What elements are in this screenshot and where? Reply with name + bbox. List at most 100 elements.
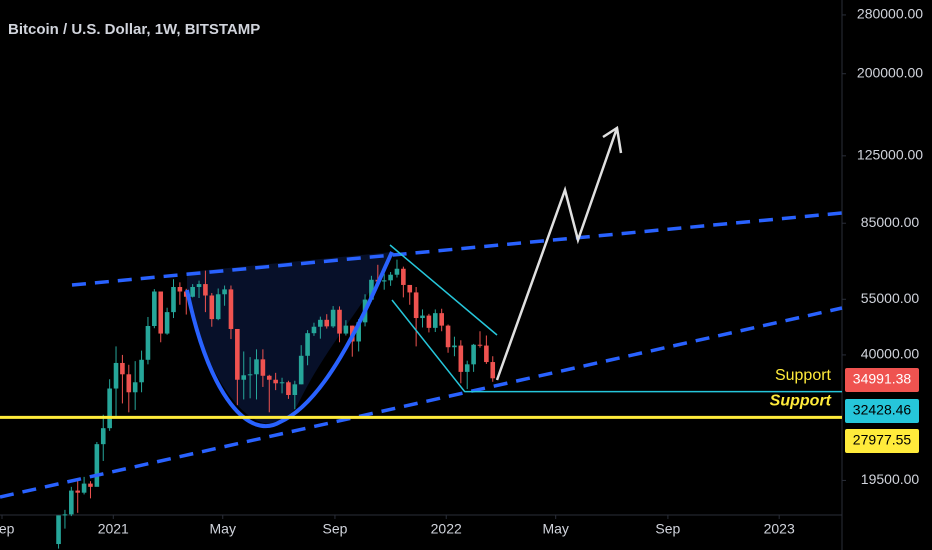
- candle-body: [107, 388, 112, 429]
- price-label-box: [845, 399, 919, 423]
- candle-body: [94, 444, 100, 487]
- candle-body: [388, 274, 393, 281]
- candle-body: [158, 291, 164, 334]
- candle-body: [228, 289, 234, 329]
- price-label: 27977.55: [853, 432, 912, 448]
- x-tick-label: 2021: [98, 521, 129, 537]
- price-label-box: [845, 429, 919, 453]
- cup-shading: [187, 252, 392, 424]
- candle-body: [190, 287, 195, 297]
- x-tick-label: 2023: [764, 521, 795, 537]
- candle-body: [126, 374, 132, 393]
- y-tick-label: 85000.00: [861, 214, 920, 230]
- x-tick-label: May: [542, 521, 568, 537]
- candle-body: [215, 294, 221, 320]
- candle-body: [305, 333, 310, 356]
- candle-body: [458, 345, 464, 372]
- channel-lower: [391, 299, 466, 393]
- candle-body: [413, 292, 419, 319]
- candle-body: [394, 268, 400, 275]
- candle-body: [113, 362, 119, 389]
- candle-body: [279, 382, 285, 384]
- y-tick-label: 55000.00: [861, 290, 920, 306]
- candle-body: [69, 490, 74, 515]
- candle-body: [490, 362, 496, 379]
- candles: [56, 259, 496, 549]
- x-tick-label: 2022: [431, 521, 462, 537]
- candle-body: [343, 325, 349, 334]
- candle-body: [273, 379, 278, 384]
- candle-body: [241, 375, 247, 380]
- candle-body: [152, 291, 157, 326]
- channel-upper: [389, 244, 498, 336]
- y-tick-label: 19500.00: [861, 471, 920, 487]
- y-tick-label: 280000.00: [857, 6, 923, 22]
- candle-body: [464, 364, 470, 372]
- y-tick-label: 125000.00: [857, 147, 923, 163]
- candle-body: [62, 514, 68, 516]
- candle-body: [209, 295, 215, 320]
- candle-body: [132, 382, 138, 393]
- x-tick-label: May: [210, 521, 236, 537]
- candle-body: [260, 359, 266, 376]
- candle-body: [369, 279, 374, 300]
- candle-body: [439, 313, 444, 326]
- candle-body: [420, 315, 425, 319]
- candle-body: [81, 483, 87, 493]
- support-label: Support: [770, 393, 832, 410]
- last-price-box: [845, 368, 919, 392]
- candle-body: [120, 362, 125, 375]
- cup-curve: [185, 251, 394, 429]
- candle-body: [401, 268, 406, 285]
- candle-body: [292, 384, 298, 395]
- candle-body: [247, 374, 253, 376]
- candle-body: [311, 326, 317, 334]
- y-tick-label: 200000.00: [857, 64, 923, 80]
- candle-body: [100, 428, 106, 445]
- x-tick-label: Sep: [655, 521, 680, 537]
- candle-body: [337, 309, 342, 334]
- candle-body: [407, 284, 413, 293]
- candle-body: [286, 382, 291, 395]
- candle-body: [298, 355, 304, 385]
- candle-body: [56, 515, 61, 545]
- candle-body: [452, 345, 457, 348]
- candle-body: [324, 319, 330, 327]
- candle-body: [445, 325, 451, 348]
- candle-body: [330, 309, 336, 327]
- candle-body: [471, 344, 476, 365]
- candle-body: [381, 280, 387, 282]
- candle-body: [203, 284, 208, 296]
- candle-body: [477, 344, 483, 346]
- candle-body: [75, 490, 81, 493]
- candle-body: [171, 287, 176, 313]
- candle-body: [484, 345, 489, 363]
- candle-body: [266, 375, 272, 380]
- candle-body: [235, 328, 240, 380]
- candle-body: [164, 312, 170, 334]
- candle-body: [222, 289, 227, 295]
- support-label: Support: [775, 367, 832, 384]
- price-label: 32428.46: [853, 402, 912, 418]
- candle-body: [432, 313, 438, 328]
- candle-body: [88, 483, 93, 487]
- upper-trendline: [71, 211, 843, 287]
- candle-body: [196, 284, 202, 288]
- last-price-label: 34991.38: [853, 371, 912, 387]
- y-tick-label: 40000.00: [861, 346, 920, 362]
- lower-trendline: [0, 306, 843, 499]
- candle-body: [356, 322, 361, 342]
- candle-body: [139, 359, 144, 383]
- projection-arrow: [495, 127, 619, 381]
- candle-body: [318, 319, 323, 327]
- x-tick-label: Sep: [0, 521, 15, 537]
- chart-title: Bitcoin / U.S. Dollar, 1W, BITSTAMP: [8, 21, 260, 38]
- candle-body: [254, 359, 259, 375]
- candle-body: [145, 325, 151, 360]
- x-tick-label: Sep: [322, 521, 347, 537]
- candle-body: [426, 315, 432, 328]
- arrow-head: [602, 125, 623, 154]
